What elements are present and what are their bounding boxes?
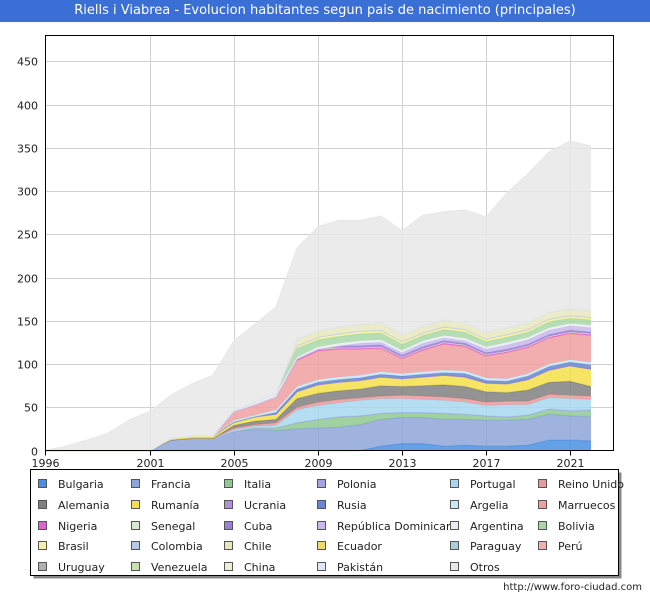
legend-swatch-marruecos <box>538 500 547 509</box>
legend-swatch-otros <box>450 562 459 571</box>
plot-frame <box>45 35 614 451</box>
area-marruecos <box>45 333 591 451</box>
legend-label-uruguay: Uruguay <box>58 561 105 574</box>
legend-swatch-china <box>224 562 233 571</box>
y-tick-label: 450 <box>17 56 38 69</box>
legend: Bulgaria Francia Italia Polonia Portugal Rein… <box>30 469 624 579</box>
legend-swatch-chile <box>224 541 233 550</box>
x-tick-label: 1996 <box>32 457 60 470</box>
legend-swatch-polonia <box>317 479 326 488</box>
legend-label-colombia: Colombia <box>151 540 203 553</box>
y-tick-label: 200 <box>17 273 38 286</box>
legend-label-chile: Chile <box>244 540 272 553</box>
y-tick-label: 100 <box>17 359 38 372</box>
legend-swatch-francia <box>131 479 140 488</box>
legend-label-ecuador: Ecuador <box>337 540 382 553</box>
area-edge-otros <box>44 140 592 452</box>
y-tick-label: 400 <box>17 100 38 113</box>
legend-label-rumania: Rumanía <box>151 499 199 512</box>
x-tick-label: 2009 <box>305 457 333 470</box>
legend-label-pakistan: Pakistán <box>337 561 383 574</box>
legend-label-ucrania: Ucrania <box>244 499 286 512</box>
legend-swatch-argelia <box>450 500 459 509</box>
legend-swatch-senegal <box>131 521 140 530</box>
legend-label-china: China <box>244 561 275 574</box>
legend-label-argelia: Argelia <box>470 499 508 512</box>
axes: 0 50 100 150 200 250 300 350 400 450 1996 2001 2005 2… <box>17 35 614 470</box>
legend-label-marruecos: Marruecos <box>558 499 616 512</box>
legend-label-cuba: Cuba <box>244 520 272 533</box>
credit-url[interactable]: http://www.foro-ciudad.com <box>503 582 642 593</box>
legend-label-bolivia: Bolivia <box>558 520 595 533</box>
area-bulgaria <box>45 440 591 451</box>
legend-label-brasil: Brasil <box>58 540 89 553</box>
legend-label-italia: Italia <box>244 478 271 491</box>
legend-label-francia: Francia <box>151 478 191 491</box>
area-italia <box>45 409 591 451</box>
legend-label-polonia: Polonia <box>337 478 377 491</box>
y-tick-label: 350 <box>17 143 38 156</box>
legend-swatch-rusia <box>317 500 326 509</box>
area-reino-unido <box>45 394 591 451</box>
legend-swatch-italia <box>224 479 233 488</box>
legend-label-bulgaria: Bulgaria <box>58 478 104 491</box>
chart-title: Riells i Viabrea - Evolucion habitantes … <box>0 0 650 22</box>
legend-label-portugal: Portugal <box>470 478 516 491</box>
legend-swatch-nigeria <box>38 521 47 530</box>
legend-label-peru: Perú <box>558 540 583 553</box>
legend-label-otros: Otros <box>470 561 500 574</box>
legend-swatch-bulgaria <box>38 479 47 488</box>
legend-label-reino-unido: Reino Unido <box>558 478 624 491</box>
legend-label-republica-dominicana: República Dominicana <box>337 520 460 533</box>
legend-swatch-brasil <box>38 541 47 550</box>
legend-swatch-bolivia <box>538 521 547 530</box>
area-argentina <box>45 323 591 451</box>
legend-label-venezuela: Venezuela <box>151 561 208 574</box>
area-alemania <box>45 381 591 451</box>
y-tick-label: 0 <box>31 446 38 459</box>
legend-swatch-republica-dominicana <box>317 521 326 530</box>
legend-swatch-paraguay <box>450 541 459 550</box>
legend-swatch-pakistan <box>317 562 326 571</box>
y-tick-label: 150 <box>17 316 38 329</box>
x-tick-label: 2021 <box>557 457 585 470</box>
area-otros <box>45 141 591 451</box>
legend-swatch-alemania <box>38 500 47 509</box>
legend-swatch-ucrania <box>224 500 233 509</box>
legend-swatch-argentina <box>450 521 459 530</box>
y-tick-label: 50 <box>24 402 38 415</box>
legend-label-argentina: Argentina <box>470 520 524 533</box>
area-chile <box>45 308 591 451</box>
legend-swatch-reino-unido <box>538 479 547 488</box>
area-series-group <box>44 140 592 452</box>
legend-swatch-peru <box>538 541 547 550</box>
legend-label-alemania: Alemania <box>58 499 110 512</box>
legend-swatch-uruguay <box>38 562 47 571</box>
legend-swatch-portugal <box>450 479 459 488</box>
x-tick-label: 2005 <box>221 457 249 470</box>
area-francia <box>45 414 591 451</box>
legend-swatch-rumania <box>131 500 140 509</box>
legend-label-rusia: Rusia <box>337 499 367 512</box>
area-bolivia <box>45 318 591 451</box>
area-portugal <box>45 397 591 451</box>
legend-swatch-cuba <box>224 521 233 530</box>
legend-swatch-venezuela <box>131 562 140 571</box>
legend-label-paraguay: Paraguay <box>470 540 522 553</box>
legend-label-nigeria: Nigeria <box>58 520 97 533</box>
legend-swatch-colombia <box>131 541 140 550</box>
x-tick-label: 2017 <box>473 457 501 470</box>
legend-swatch-ecuador <box>317 541 326 550</box>
y-tick-label: 250 <box>17 229 38 242</box>
area-republica-dominicana <box>45 326 591 451</box>
x-tick-label: 2001 <box>137 457 165 470</box>
x-tick-label: 2013 <box>389 457 417 470</box>
y-tick-label: 300 <box>17 186 38 199</box>
legend-label-senegal: Senegal <box>151 520 195 533</box>
